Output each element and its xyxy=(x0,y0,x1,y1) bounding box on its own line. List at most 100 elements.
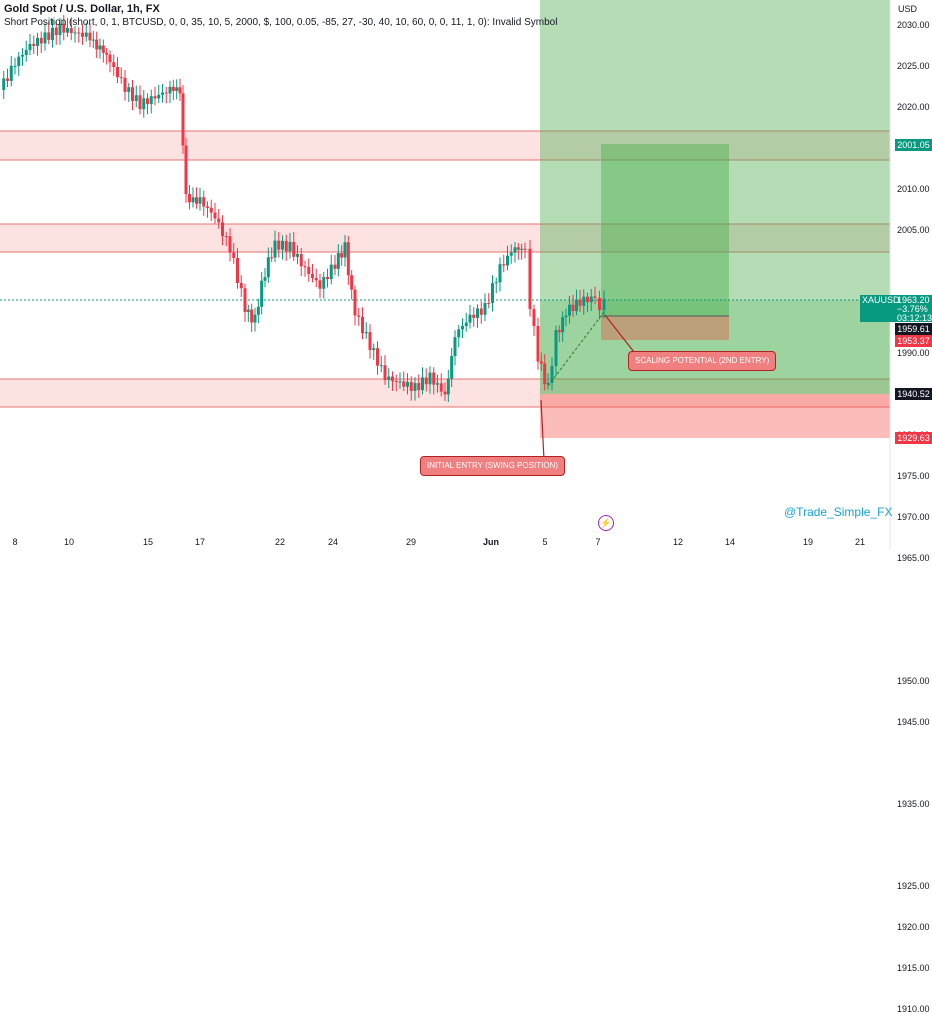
candle-body xyxy=(134,95,138,101)
candle-body xyxy=(284,240,288,252)
study-legend[interactable]: Short Position (short, 0, 1, BTCUSD, 0, … xyxy=(4,17,558,28)
candle-body xyxy=(329,264,333,280)
candle-body xyxy=(364,332,368,334)
price-axis-label: 2020.00 xyxy=(897,102,930,112)
candle-body xyxy=(350,275,354,290)
candle-body xyxy=(598,297,601,311)
candle-body xyxy=(191,197,195,203)
candle-body xyxy=(277,240,281,250)
candle-body xyxy=(575,299,578,312)
time-axis-label: 19 xyxy=(802,537,814,547)
candle-body xyxy=(568,304,571,316)
candle-body xyxy=(206,206,209,208)
candle-body xyxy=(307,267,311,274)
candle-body xyxy=(546,382,550,385)
second-profit-zone[interactable] xyxy=(601,144,729,316)
candle-body xyxy=(383,365,387,380)
candle-body xyxy=(250,309,254,323)
candle-body xyxy=(39,37,43,44)
candles xyxy=(2,15,606,403)
candle-body xyxy=(578,299,582,306)
candle-body xyxy=(346,242,350,276)
candle-body xyxy=(509,252,513,256)
position-profit-zone[interactable] xyxy=(540,0,890,300)
candle-body xyxy=(149,96,153,105)
candle-body xyxy=(532,309,536,326)
candle-body xyxy=(409,382,413,391)
candle-body xyxy=(457,329,461,338)
candle-body xyxy=(554,330,558,366)
candle-body xyxy=(413,383,417,391)
candle-body xyxy=(91,39,95,41)
candle-body xyxy=(424,377,428,385)
candle-body xyxy=(24,50,28,56)
time-axis-label: 12 xyxy=(672,537,684,547)
candle-body xyxy=(586,296,589,303)
candle-body xyxy=(398,381,402,383)
price-axis-label: 1910.00 xyxy=(897,1004,930,1014)
candle-body xyxy=(236,258,239,283)
price-axis-label: 1915.00 xyxy=(897,963,930,973)
candle-body xyxy=(513,247,517,253)
candle-body xyxy=(54,27,58,36)
candle-body xyxy=(281,240,284,250)
candle-body xyxy=(246,309,250,312)
candle-body xyxy=(239,282,243,289)
candle-body xyxy=(340,253,344,258)
candle-body xyxy=(253,314,257,323)
position-stop-zone[interactable] xyxy=(540,394,890,438)
candle-body xyxy=(9,65,13,81)
candle-body xyxy=(432,372,436,385)
time-axis-label: 8 xyxy=(12,537,18,547)
candle-body xyxy=(464,322,468,327)
second-stop-zone[interactable] xyxy=(601,316,729,340)
candle-body xyxy=(391,376,394,381)
candle-body xyxy=(146,98,149,105)
time-axis-label: 7 xyxy=(595,537,601,547)
candle-body xyxy=(21,55,24,57)
projection-line xyxy=(547,311,605,387)
candle-body xyxy=(112,62,116,68)
candle-body xyxy=(450,356,454,379)
candle-body xyxy=(387,376,391,380)
currency-label: USD xyxy=(898,4,918,14)
candle-body xyxy=(288,241,292,252)
target-price-tag: 2001.05 xyxy=(895,139,932,151)
candle-body xyxy=(95,39,99,50)
chart-canvas[interactable] xyxy=(0,0,932,550)
time-axis-label: Jun xyxy=(482,537,500,547)
candle-body xyxy=(62,23,66,33)
candle-body xyxy=(213,212,217,219)
candle-body xyxy=(221,222,224,237)
candle-body xyxy=(123,77,127,92)
candle-body xyxy=(81,32,84,37)
candle-body xyxy=(101,45,105,53)
symbol-title[interactable]: Gold Spot / U.S. Dollar, 1h, FX xyxy=(4,3,160,15)
price-axis-label: 1950.00 xyxy=(897,676,930,686)
candle-body xyxy=(153,96,157,99)
candle-body xyxy=(571,304,575,312)
candle-body xyxy=(406,382,409,387)
price-axis-label: 1935.00 xyxy=(897,799,930,809)
time-axis-label: 22 xyxy=(274,537,286,547)
scaling-note[interactable]: SCALING POTENTIAL (2ND ENTRY) xyxy=(628,351,777,371)
candle-body xyxy=(17,56,21,66)
candle-body xyxy=(336,253,340,269)
candle-body xyxy=(428,372,432,385)
price-axis-label: 2030.00 xyxy=(897,20,930,30)
candle-body xyxy=(270,257,274,259)
candle-body xyxy=(13,65,17,67)
candle-body xyxy=(472,314,476,318)
time-axis-label: 10 xyxy=(63,537,75,547)
candle-body xyxy=(243,288,247,312)
candle-body xyxy=(506,255,509,266)
candle-body xyxy=(6,78,9,81)
candle-body xyxy=(379,365,383,367)
candle-body xyxy=(171,86,175,91)
initial-entry-note[interactable]: INITIAL ENTRY (SWING POSITION) xyxy=(420,456,565,476)
candle-body xyxy=(376,348,379,366)
time-axis-label: 14 xyxy=(724,537,736,547)
price-axis-label: 1925.00 xyxy=(897,881,930,891)
flash-icon[interactable]: ⚡ xyxy=(598,515,614,531)
candle-body xyxy=(357,315,361,317)
